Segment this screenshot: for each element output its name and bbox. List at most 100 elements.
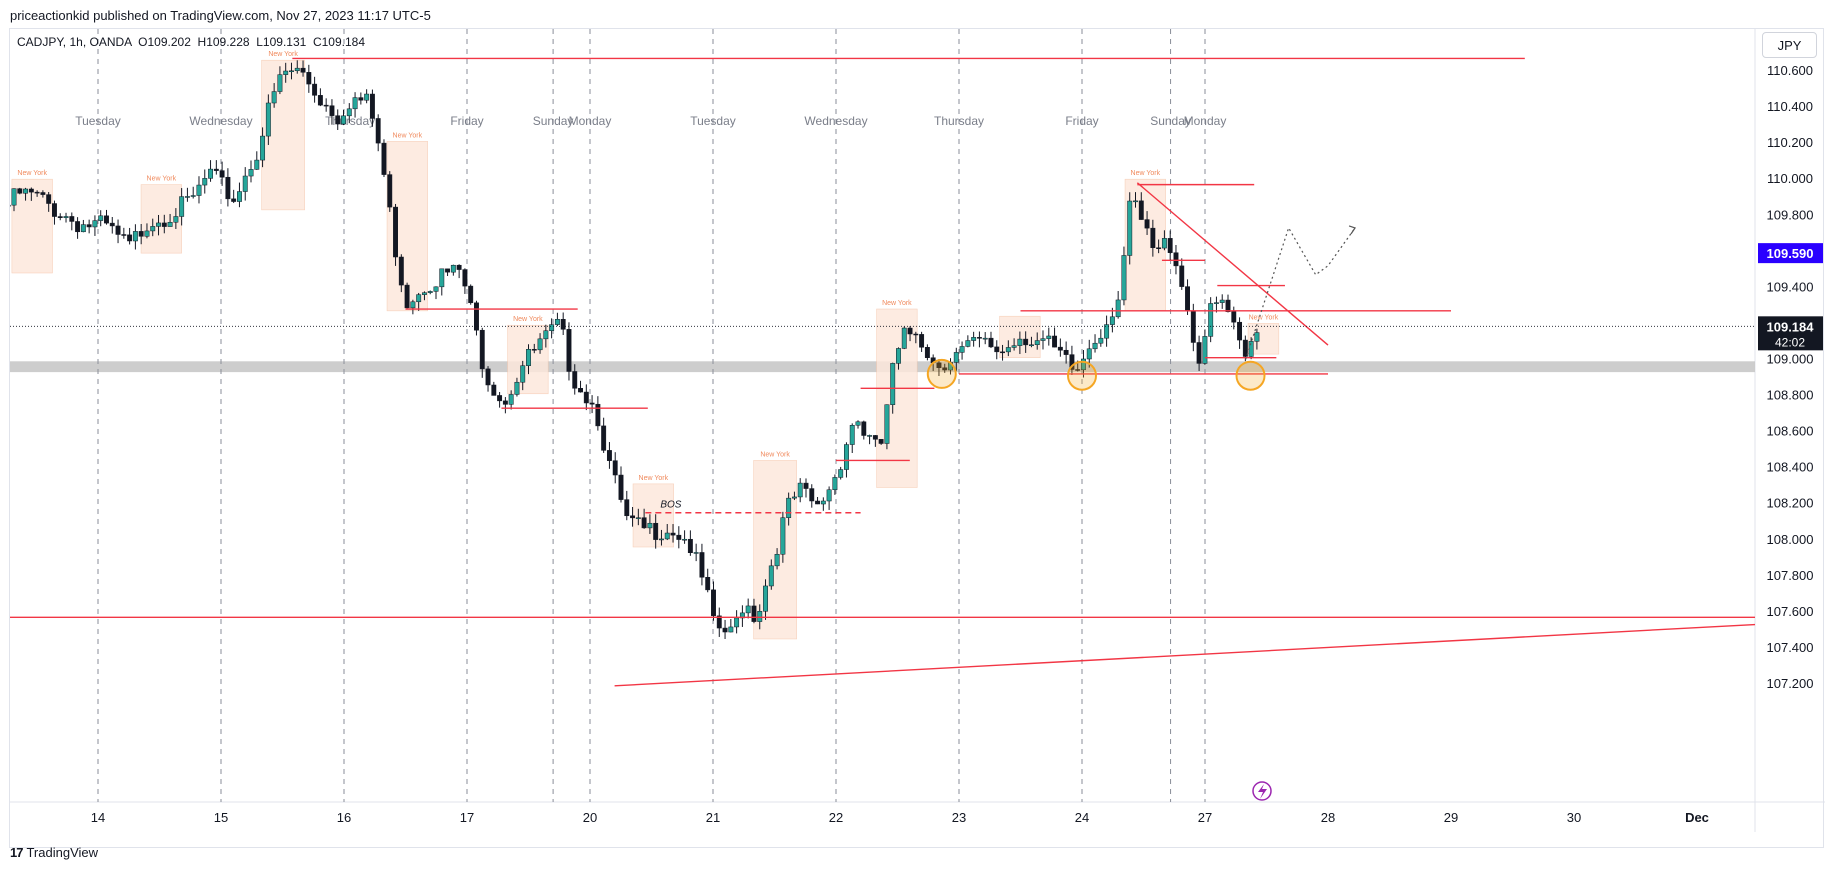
candle-body (329, 105, 335, 116)
candle-body (549, 324, 555, 331)
candle-body (861, 421, 867, 436)
y-tick-15: 107.400 (1767, 640, 1814, 655)
symbol-ohlc-line: CADJPY, 1h, OANDA O109.202 H109.228 L109… (17, 35, 366, 49)
candle-body (427, 291, 433, 293)
chart-frame (9, 28, 1824, 848)
candle-body (208, 168, 213, 179)
session-label-5: New York (639, 475, 669, 482)
candle-body (445, 268, 451, 273)
candle-body (219, 170, 225, 178)
candle-body (1185, 286, 1190, 312)
candle-body (1173, 252, 1179, 267)
candle-body (323, 104, 329, 107)
candle-body (138, 231, 144, 237)
candle-body (780, 517, 786, 555)
candles (10, 60, 1260, 640)
candle-body (919, 334, 925, 348)
candle-body (381, 142, 387, 175)
candle-body (213, 168, 219, 171)
x-tick-11: 29 (1444, 810, 1458, 825)
candle-body (601, 425, 607, 451)
candle-body (1011, 345, 1017, 348)
candle-body (1237, 321, 1243, 341)
candle-body (369, 93, 375, 119)
candle-body (1000, 351, 1005, 354)
candle-body (144, 230, 150, 237)
lightning-icon-bolt (1258, 784, 1267, 799)
trendline-0 (1136, 182, 1329, 346)
candle-body (196, 184, 202, 196)
candle-body (248, 169, 254, 177)
candle-body (687, 538, 693, 553)
candle-body (1017, 338, 1023, 346)
x-tick-13: Dec (1685, 810, 1709, 825)
candle-body (11, 188, 17, 206)
candle-body (1242, 339, 1248, 357)
candle-body (647, 522, 653, 529)
candle-body (1115, 299, 1121, 318)
candle-body (179, 196, 185, 217)
candle-body (664, 532, 670, 540)
candle-body (1156, 247, 1162, 249)
candle-body (994, 346, 1000, 353)
candle-body (34, 191, 40, 194)
day-label-2: Thursday (325, 114, 375, 128)
candle-body (421, 292, 427, 295)
candle-body (277, 74, 283, 92)
candle-body (127, 234, 133, 242)
candle-body (300, 67, 306, 73)
candle-body (659, 538, 664, 541)
candle-body (1023, 338, 1029, 346)
day-label-5: Monday (569, 114, 612, 128)
day-label-1: Wednesday (189, 114, 252, 128)
candle-body (1225, 299, 1231, 313)
candle-body (832, 477, 838, 491)
candle-body (1150, 227, 1156, 248)
candle-body (92, 220, 98, 228)
candle-body (260, 135, 266, 161)
tradingview-logo-icon: 17 (10, 845, 24, 860)
candle-body (439, 268, 445, 288)
candle-body (433, 286, 439, 292)
candle-body (231, 198, 237, 202)
currency-button[interactable]: JPY (1762, 32, 1817, 58)
candle-body (1104, 324, 1110, 339)
candle-body (1196, 342, 1202, 364)
candle-body (57, 216, 63, 218)
candle-body (1202, 336, 1208, 364)
candle-body (393, 206, 398, 258)
candle-body (768, 565, 774, 587)
candle-body (849, 425, 855, 445)
candle-body (410, 301, 416, 309)
candle-body (670, 532, 676, 536)
candle-body (913, 333, 919, 336)
candle-body (699, 552, 705, 578)
candle-body (953, 352, 959, 363)
candle-body (398, 256, 404, 286)
candle-body (364, 93, 370, 101)
candle-body (17, 188, 23, 194)
candle-body (190, 195, 196, 197)
candle-body (826, 489, 832, 502)
candle-body (132, 231, 138, 242)
candle-body (1063, 349, 1069, 355)
session-label-9: New York (1131, 170, 1161, 177)
candle-body (820, 500, 826, 505)
day-label-3: Friday (450, 114, 483, 128)
candle-body (1081, 358, 1086, 371)
y-tick-5: 109.400 (1767, 279, 1814, 294)
day-label-11: Monday (1184, 114, 1227, 128)
candle-body (612, 460, 618, 476)
candle-body (271, 91, 277, 104)
candle-body (1069, 354, 1075, 370)
x-tick-1: 15 (214, 810, 228, 825)
trendline-1 (614, 623, 1756, 687)
candle-body (312, 83, 318, 96)
candle-body (907, 327, 913, 335)
candle-body (404, 284, 410, 309)
candle-body (1133, 200, 1138, 203)
candle-body (306, 72, 312, 85)
candle-body (40, 192, 46, 195)
y-tick-13: 107.800 (1767, 568, 1814, 583)
